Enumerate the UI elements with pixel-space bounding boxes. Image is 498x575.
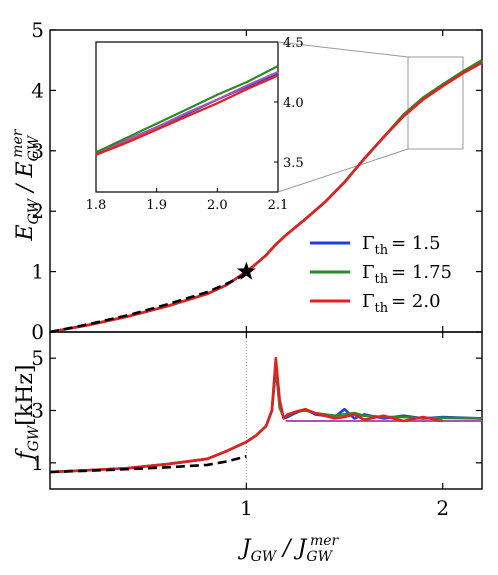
bottom-series-3-line xyxy=(49,356,443,474)
inset-series-2-line xyxy=(95,65,279,154)
inset-ytick-label: 4.0 xyxy=(283,96,304,111)
inset-xtick-label: 2.1 xyxy=(268,198,289,213)
inset-ytick-label: 3.5 xyxy=(283,156,304,171)
inset-series-3-line xyxy=(95,70,279,156)
zoom-connector-bottom xyxy=(277,148,409,193)
top-ytick-label: 2 xyxy=(31,199,44,223)
x-axis-label: JGW / JGWmer xyxy=(238,533,340,565)
legend-label-1: Γth = 1.5 xyxy=(362,233,441,258)
top-y-axis-label: EGW / EGWmer xyxy=(10,128,42,241)
star-marker xyxy=(236,261,256,280)
top-reference-dashed-line xyxy=(49,272,247,334)
zoom-connector-top xyxy=(277,41,409,58)
bottom-y-axis-label: fGW[kHz] xyxy=(13,364,42,461)
legend-label-2: Γth = 1.75 xyxy=(362,262,452,287)
legend-label-3: Γth = 2.0 xyxy=(362,291,441,316)
top-plot xyxy=(49,59,483,334)
inset-plot xyxy=(95,65,279,156)
inset-xtick-label: 1.8 xyxy=(86,198,107,213)
bottom-panel-frame xyxy=(49,331,483,490)
bottom-ytick-label: 1 xyxy=(31,451,44,475)
inset-xtick-label: 1.9 xyxy=(146,198,167,213)
top-ytick-label: 0 xyxy=(31,320,44,344)
xtick-label: 1 xyxy=(240,496,253,520)
bottom-reference-dashed-line xyxy=(49,455,247,474)
legend: Γth = 1.5 Γth = 1.75 Γth = 2.0 xyxy=(310,233,452,316)
bottom-ytick-label: 3 xyxy=(31,399,44,423)
bottom-plot xyxy=(49,332,483,489)
top-ytick-label: 5 xyxy=(31,18,44,42)
zoom-region-box xyxy=(407,56,464,150)
xtick-label: 2 xyxy=(436,496,449,520)
bottom-ytick-label: 5 xyxy=(31,346,44,370)
ticks: 0 1 2 3 4 5 1 3 5 1 2 1.8 1.9 2.0 2.1 3.5 4.0 4.5 xyxy=(31,18,482,520)
inset-xtick-label: 2.0 xyxy=(207,198,228,213)
top-ytick-label: 3 xyxy=(31,139,44,163)
inset-ytick-label: 4.5 xyxy=(283,36,304,51)
top-ytick-label: 1 xyxy=(31,260,44,284)
inset-frame xyxy=(95,41,279,193)
top-ytick-label: 4 xyxy=(31,78,44,102)
top-series-3-line xyxy=(49,61,483,334)
inset-series-4-line xyxy=(95,74,279,156)
